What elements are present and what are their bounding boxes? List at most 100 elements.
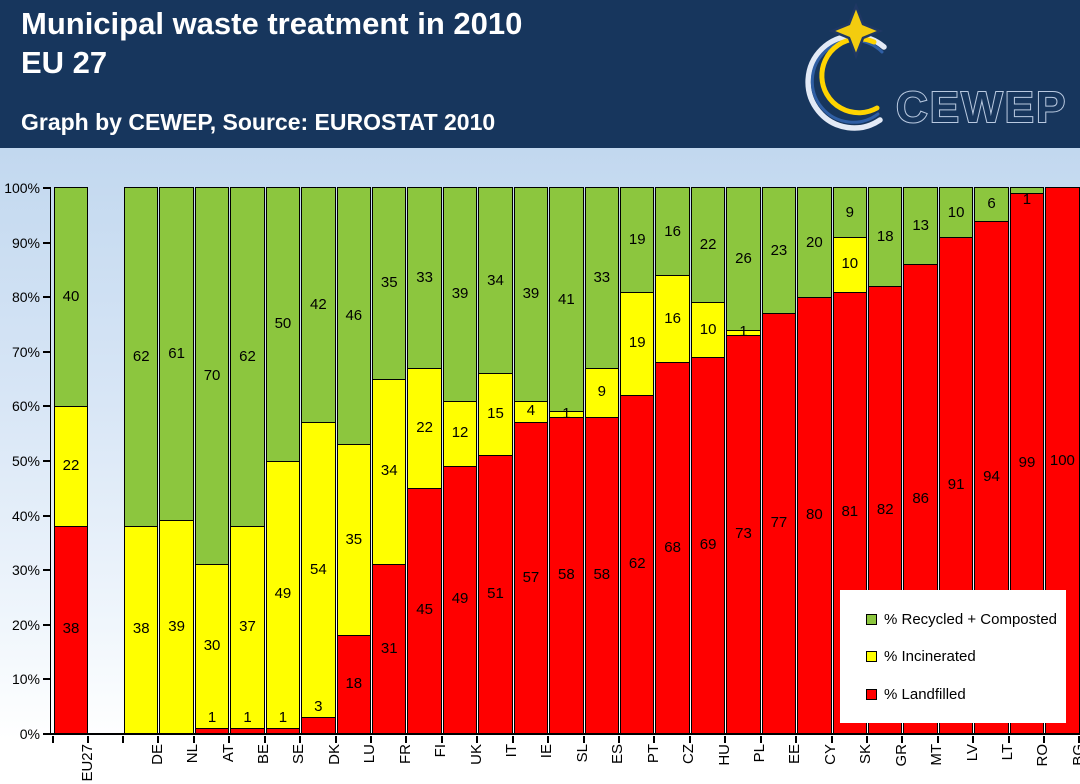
bar-UK: 39 12 49	[442, 187, 478, 734]
x-category-label: ES	[609, 744, 627, 765]
bar-value-label: 39	[522, 285, 540, 303]
x-category-label: SE	[290, 744, 308, 765]
legend-swatch-icon	[866, 688, 877, 700]
y-axis-tick	[43, 241, 50, 244]
segment-incinerated	[550, 411, 583, 417]
bar-EU27: 40 22 38	[54, 187, 88, 734]
bar-value-label: 6	[987, 195, 996, 213]
logo-star-icon	[828, 2, 884, 60]
y-tick-label: 10%	[11, 671, 40, 688]
segment-recycled	[798, 188, 831, 297]
bar-PT: 19 19 62	[620, 187, 655, 734]
segment-landfilled	[195, 727, 229, 733]
segment-recycled	[939, 188, 973, 238]
bar-IE: 39 4 57	[513, 187, 549, 734]
bar-value-label: 82	[876, 500, 894, 518]
x-axis-tick	[157, 736, 160, 743]
bar-value-label: 13	[912, 217, 929, 235]
bar-value-label: 50	[274, 315, 292, 333]
segment-incinerated	[727, 329, 760, 336]
segment-landfilled	[302, 716, 335, 733]
bar-value-label: 73	[735, 525, 752, 543]
segment-landfilled	[514, 422, 548, 733]
bar-value-label: 91	[947, 476, 965, 494]
x-category-label: FI	[432, 744, 450, 758]
segment-recycled	[443, 188, 477, 401]
segment-incinerated	[514, 400, 548, 423]
bar-value-label: 10	[699, 320, 717, 338]
segment-landfilled	[727, 335, 760, 733]
bar-HU: 22 10 69	[690, 187, 726, 734]
segment-recycled	[479, 188, 512, 374]
x-axis-tick	[688, 736, 691, 743]
bar-value-label: 99	[1018, 454, 1036, 472]
chart-area: 40 22 38 62 38 61 39 70 30 1 62 37 1 50 49 1 42 54 3 46 35 18…	[0, 148, 1080, 784]
x-axis-tick	[901, 736, 904, 743]
bar-value-label: 94	[983, 467, 1000, 485]
bar-value-label: 33	[593, 268, 611, 286]
segment-landfilled	[408, 487, 441, 733]
y-tick-label: 70%	[11, 343, 40, 360]
bar-FI: 33 22 45	[407, 187, 442, 734]
bar-value-label: 1	[1022, 191, 1032, 208]
segment-incinerated	[833, 237, 867, 292]
x-axis-tick	[122, 736, 124, 743]
x-category-label: FR	[396, 744, 414, 764]
x-category-label: DK	[325, 744, 343, 765]
segment-recycled	[833, 188, 867, 238]
bar-value-label: 39	[168, 617, 185, 635]
y-tick-label: 60%	[11, 398, 40, 415]
bar-SL: 41 1 58	[549, 187, 584, 734]
segment-recycled	[337, 188, 370, 445]
bar-value-label: 9	[597, 383, 606, 401]
y-axis-tick	[43, 350, 50, 353]
bar-value-label: 19	[628, 230, 646, 248]
segment-landfilled	[691, 356, 725, 733]
bar-EE: 23 77	[761, 187, 797, 734]
x-axis-tick	[511, 736, 514, 743]
segment-recycled	[727, 188, 760, 330]
bar-value-label: 31	[380, 639, 398, 657]
x-axis-tick	[972, 736, 975, 743]
x-category-label: PT	[644, 744, 662, 764]
bar-value-label: 12	[451, 424, 469, 442]
segment-recycled	[514, 188, 548, 401]
y-axis-tick	[43, 405, 50, 408]
bar-value-label: 81	[841, 503, 859, 521]
y-tick-label: 80%	[11, 289, 40, 306]
x-axis-tick	[228, 736, 231, 743]
logo-wordmark: CEWEP	[896, 83, 1066, 132]
bar-value-label: 37	[239, 617, 256, 635]
x-axis-tick	[547, 736, 550, 743]
logo-swoosh-yellow-icon	[819, 36, 880, 116]
x-category-label: SK	[857, 744, 875, 765]
x-axis-tick	[759, 736, 762, 743]
x-axis-tick	[370, 736, 372, 743]
logo-swoosh-light-icon	[805, 33, 887, 131]
x-category-label: EU27	[78, 744, 96, 782]
bar-value-label: 38	[132, 620, 150, 638]
y-tick-label: 90%	[11, 234, 40, 251]
x-axis-tick	[192, 736, 195, 743]
bar-CY: 20 80	[797, 187, 832, 734]
x-axis-tick	[405, 736, 408, 743]
x-axis-tick	[1007, 736, 1010, 743]
segment-incinerated	[656, 275, 689, 363]
y-axis-tick	[43, 678, 50, 681]
x-category-label: SL	[573, 744, 591, 763]
segment-recycled	[975, 188, 1008, 221]
segment-landfilled	[479, 455, 512, 733]
segment-incinerated	[443, 400, 477, 466]
x-axis-tick	[52, 736, 54, 743]
segment-recycled	[656, 188, 689, 276]
segment-incinerated	[621, 291, 654, 396]
bar-value-label: 30	[203, 636, 221, 654]
segment-incinerated	[125, 525, 158, 733]
bar-value-label: 69	[699, 535, 717, 553]
title-line2: EU 27	[21, 45, 108, 80]
segment-landfilled	[762, 313, 796, 733]
segment-recycled	[585, 188, 618, 368]
bar-value-label: 57	[522, 568, 540, 586]
bar-value-label: 10	[947, 203, 965, 221]
